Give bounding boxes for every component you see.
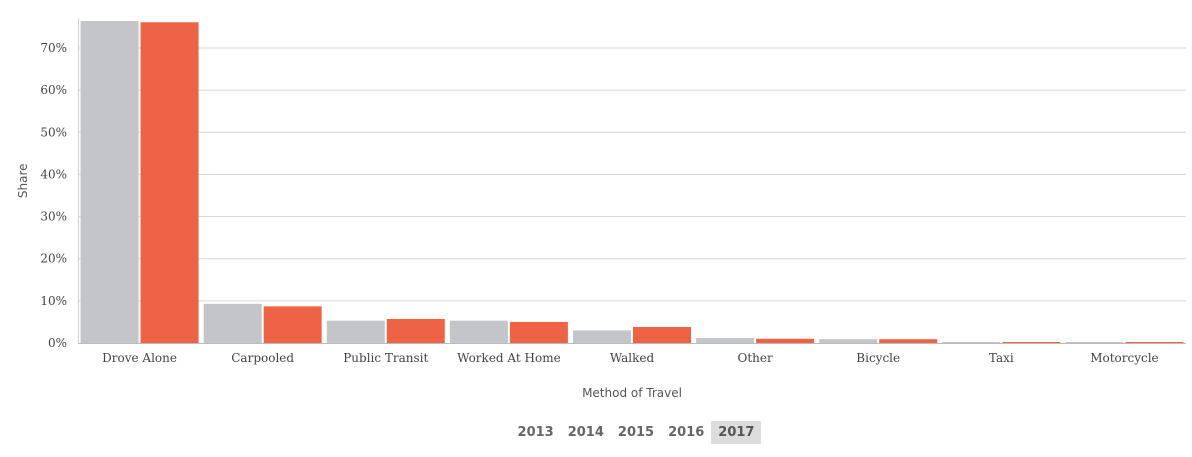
x-tick-label: Other [737,351,772,365]
x-tick-label: Taxi [989,351,1014,365]
y-axis-title: Share [16,163,30,198]
bar[interactable] [756,338,815,343]
bar[interactable] [326,320,385,343]
bar[interactable] [633,326,691,343]
y-tick-label: 50% [40,125,67,139]
x-tick-label: Walked [610,351,655,365]
year-button-2013[interactable]: 2013 [517,425,554,440]
x-tick-label: Worked At Home [457,351,561,365]
bar[interactable] [386,318,445,343]
y-tick-label: 0% [48,336,67,350]
gridlines [78,18,1186,343]
bar[interactable] [942,342,1001,343]
bars [80,21,1184,344]
y-tick-label: 10% [40,294,67,308]
year-button-2015[interactable]: 2015 [617,425,655,440]
x-axis-ticks: Drove Alone Carpooled Public Transit Worked… [102,351,1159,365]
bar[interactable] [140,22,199,344]
year-selector: 2013 2014 2015 2016 2017 [0,421,1192,444]
x-tick-label: Bicycle [856,351,900,365]
bar[interactable] [449,320,508,343]
y-axis-ticks: 0% 10% 20% 30% 40% 50% 60% 70% [40,41,67,350]
bar[interactable] [879,339,938,343]
y-tick-label: 40% [40,167,67,181]
bar[interactable] [80,21,139,344]
bar[interactable] [509,321,568,343]
y-tick-label: 30% [40,210,67,224]
bar-chart: 0% 10% 20% 30% 40% 50% 60% 70% Drove Alone Carpo… [16,18,1186,400]
x-tick-label: Carpooled [231,351,294,365]
bar[interactable] [1065,342,1124,343]
year-button-2017[interactable]: 2017 [711,421,762,444]
year-button-2016[interactable]: 2016 [668,425,705,440]
bar[interactable] [203,303,262,343]
y-tick-label: 20% [40,252,67,266]
bar[interactable] [263,306,322,343]
bar[interactable] [819,339,878,343]
x-tick-label: Public Transit [343,351,428,365]
x-tick-label: Motorcycle [1090,351,1158,365]
x-tick-label: Drove Alone [102,351,177,365]
x-axis-title: Method of Travel [582,386,682,400]
y-tick-label: 70% [40,41,67,55]
year-button-2014[interactable]: 2014 [567,425,604,440]
bar[interactable] [1002,342,1061,343]
bar[interactable] [1125,342,1184,343]
bar[interactable] [696,337,755,343]
bar[interactable] [573,330,631,343]
y-tick-label: 60% [40,83,67,97]
